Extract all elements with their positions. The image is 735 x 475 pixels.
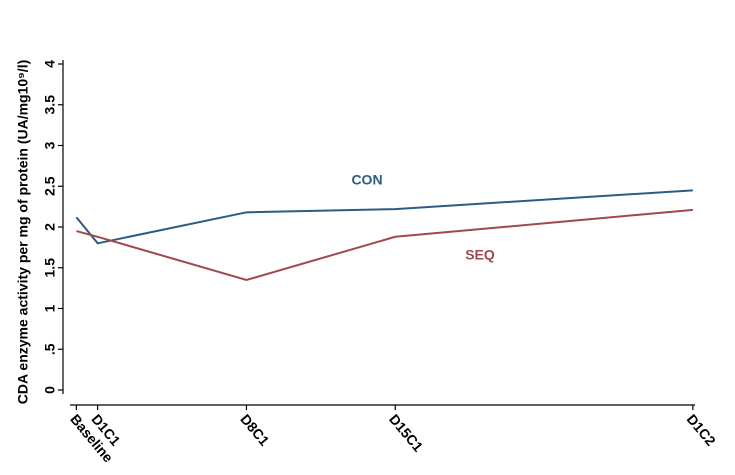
y-tick-label: .5 (42, 343, 58, 355)
y-tick-label: 1.5 (42, 258, 58, 278)
y-tick-label: 4 (42, 60, 58, 68)
y-tick-label: 0 (42, 386, 58, 394)
y-tick-label: 1 (42, 304, 58, 312)
y-tick-label: 2 (42, 223, 58, 231)
series-line (76, 208, 693, 282)
y-axis-label: CDA enzyme activity per mg of protein (U… (15, 60, 31, 405)
series-label: CON (351, 172, 382, 188)
series-label: SEQ (465, 247, 495, 263)
x-tick-label: D8C1 (237, 411, 272, 449)
x-tick-label: D15C1 (386, 411, 426, 455)
y-tick-label: 3 (42, 141, 58, 149)
y-tick-label: 3.5 (42, 95, 58, 115)
y-tick-label: 2.5 (42, 176, 58, 196)
x-tick-label: D1C2 (684, 411, 719, 449)
series-line (75, 189, 693, 245)
